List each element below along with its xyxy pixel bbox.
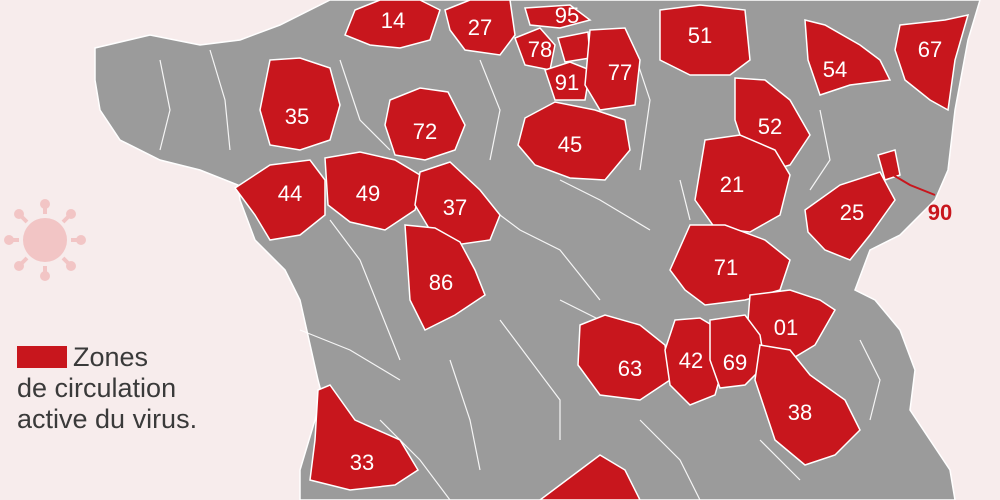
dept-90 <box>877 149 901 181</box>
label-33: 33 <box>350 450 374 475</box>
dept-72 <box>384 87 466 161</box>
legend-text-1: Zones <box>73 342 149 372</box>
label-25: 25 <box>840 200 864 225</box>
label-21: 21 <box>720 172 744 197</box>
label-77: 77 <box>608 60 632 85</box>
label-44: 44 <box>278 181 302 206</box>
dept-labels: 14 27 95 78 91 77 51 54 67 35 72 45 52 4… <box>278 3 952 475</box>
label-38: 38 <box>788 400 812 425</box>
label-14: 14 <box>381 8 405 33</box>
label-90: 90 <box>928 200 952 225</box>
dept-54 <box>804 19 892 96</box>
department-borders <box>159 39 881 500</box>
dept-78 <box>514 27 556 71</box>
dept-51 <box>659 4 751 76</box>
label-52: 52 <box>758 114 782 139</box>
legend-swatch <box>17 346 67 368</box>
label-35: 35 <box>285 104 309 129</box>
label-51: 51 <box>688 23 712 48</box>
legend-line-3: active du virus. <box>17 404 198 434</box>
label-01: 01 <box>774 315 798 340</box>
label-45: 45 <box>558 132 582 157</box>
label-71: 71 <box>714 255 738 280</box>
dept-95 <box>524 4 592 29</box>
dept-33 <box>309 384 420 491</box>
dept-21 <box>694 134 791 233</box>
label-95: 95 <box>555 3 579 28</box>
dept-44 <box>233 159 326 241</box>
dept-25 <box>804 171 896 261</box>
dept-67 <box>894 13 970 112</box>
legend-line-2: de circulation <box>17 373 177 403</box>
dept-86 <box>404 224 486 332</box>
label-72: 72 <box>413 119 437 144</box>
label-54: 54 <box>823 57 847 82</box>
virus-icon <box>4 199 86 281</box>
label-67: 67 <box>918 37 942 62</box>
dept-37 <box>414 161 501 246</box>
label-37: 37 <box>443 195 467 220</box>
label-91: 91 <box>555 70 579 95</box>
label-42: 42 <box>679 348 703 373</box>
active-zones <box>233 0 970 500</box>
dept-14 <box>344 0 441 49</box>
legend-line-1: Zones <box>17 342 277 373</box>
dept-38 <box>754 344 861 466</box>
dept-35 <box>259 57 341 151</box>
dept-45 <box>517 101 631 181</box>
dept-49 <box>324 151 426 231</box>
label-27: 27 <box>468 15 492 40</box>
label-49: 49 <box>356 181 380 206</box>
label-86: 86 <box>429 270 453 295</box>
dept-77 <box>584 27 641 111</box>
dept-south <box>538 454 641 500</box>
label-78: 78 <box>528 37 552 62</box>
legend: Zones de circulation active du virus. <box>17 342 277 435</box>
label-63: 63 <box>618 356 642 381</box>
label-69: 69 <box>723 350 747 375</box>
callout-line-90 <box>887 171 936 196</box>
dept-27 <box>444 0 516 56</box>
